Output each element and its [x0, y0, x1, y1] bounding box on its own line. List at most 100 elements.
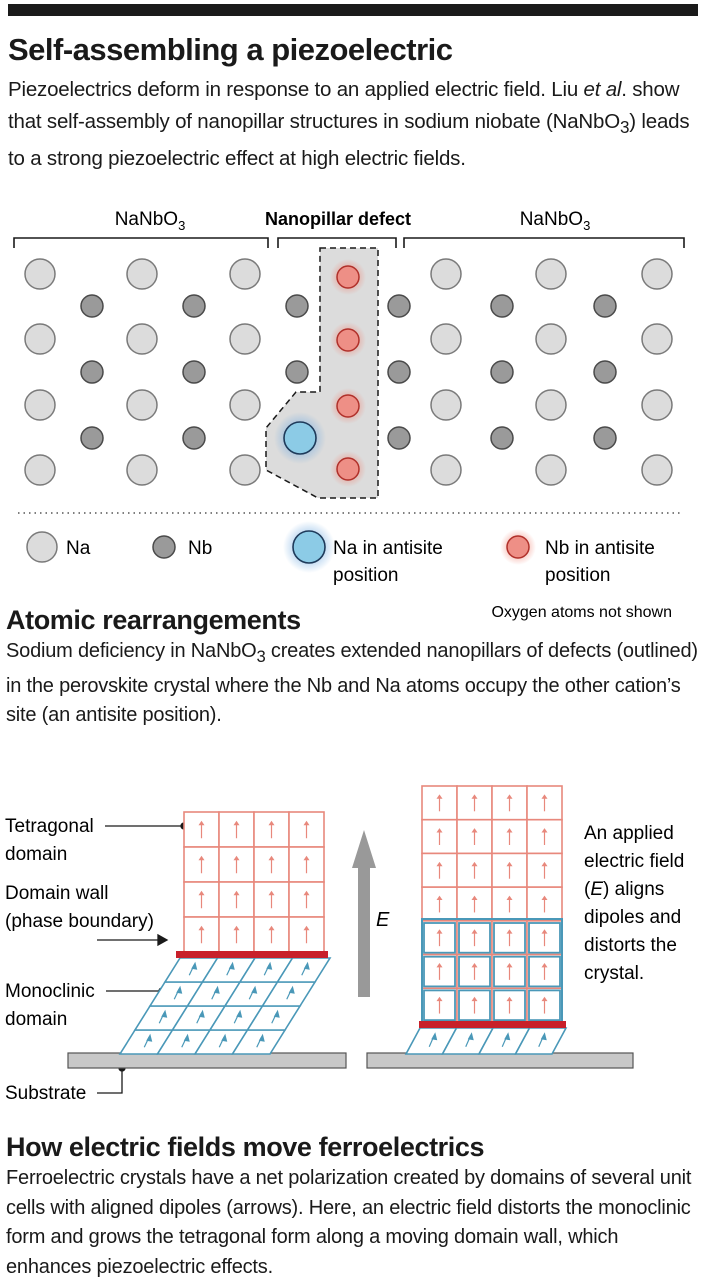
tetragonal-cell: [491, 785, 528, 821]
na-atom: [430, 323, 462, 355]
dipole-arrow-head: [236, 1009, 243, 1018]
field-arrow-icon: [352, 830, 376, 997]
dipole-arrow: [501, 1035, 508, 1047]
nb-antisite-atom: [336, 265, 360, 289]
dipole-arrow-head: [541, 794, 548, 799]
oxygen-note: Oxygen atoms not shown: [491, 604, 672, 621]
tetragonal-cell: [491, 987, 528, 1023]
tetragonal-cell: [526, 920, 563, 956]
tetragonal-cell: [218, 811, 255, 848]
dipole-arrow-head: [436, 895, 443, 900]
middle-bracket: [277, 237, 397, 248]
monoclinic-cell: [163, 957, 219, 983]
dipole-arrow-head: [436, 996, 443, 1002]
dipole-arrow-head: [506, 963, 513, 968]
section-text-fields: Ferroelectric crystals have a net polari…: [6, 1167, 692, 1278]
legend-nb-antisite-swatch: [506, 535, 530, 559]
lattice-diagram: NaNbO3 Nanopillar defect NaNbO3: [13, 209, 685, 621]
legend-na-swatch: [26, 531, 58, 563]
nb-atom: [490, 360, 514, 384]
dipole-arrow: [173, 988, 180, 1000]
tetragonal-cell: [253, 916, 290, 953]
caption-line: An applied: [584, 823, 674, 844]
monoclinic-cell: [231, 1029, 287, 1055]
nb-atom: [387, 426, 411, 450]
nb-atom: [182, 426, 206, 450]
right-region-label: NaNbO3: [520, 209, 591, 233]
monoclinic-cell: [238, 957, 294, 983]
na-atom: [229, 258, 261, 290]
dipole-arrow-head: [303, 890, 310, 896]
dipole-arrow: [465, 1035, 472, 1047]
tetragonal-cell: [183, 881, 220, 918]
dipole-arrow: [188, 964, 195, 976]
aligned-cell-outline: [458, 989, 491, 1022]
legend-na-antisite-label-2: position: [333, 565, 399, 586]
legend-nb-antisite-label-2: position: [545, 565, 611, 586]
dipole-arrow: [271, 1012, 278, 1024]
na-atoms: [24, 258, 673, 486]
nb-atom: [593, 294, 617, 318]
mono-label-2: domain: [5, 1009, 67, 1030]
page-title: Self-assembling a piezoelectric: [8, 32, 453, 67]
top-rule: [8, 4, 698, 16]
right-monoclinic-domain: [421, 918, 563, 1023]
aligned-cell-outline: [528, 922, 561, 954]
tetragonal-cell: [456, 987, 493, 1023]
intro-part: . show that self-assembly of nanopillar …: [8, 78, 680, 133]
nb-antisite-atoms: [330, 259, 366, 487]
nb-atom: [80, 426, 104, 450]
intro-text: Piezoelectrics deform in response to an …: [8, 74, 698, 175]
monoclinic-cell: [261, 981, 317, 1007]
aligned-cell-outline: [423, 989, 456, 1022]
dipole-arrow-head: [268, 820, 275, 826]
dipole-arrow-head: [436, 929, 443, 934]
tetragonal-cell: [421, 920, 458, 956]
na-atom: [430, 454, 462, 486]
dipole-arrow-head: [540, 1032, 547, 1041]
tetragonal-cell: [526, 785, 563, 821]
tetragonal-cell: [218, 881, 255, 918]
legend-na-antisite-swatch: [292, 530, 326, 564]
nb-atom: [387, 360, 411, 384]
leader-lines: [97, 822, 188, 1094]
tetragonal-cell: [288, 916, 325, 953]
dipole-arrow-head: [183, 1033, 190, 1042]
dipole-arrow-head: [233, 820, 240, 826]
na-atom: [535, 454, 567, 486]
dipole-arrow-head: [221, 1033, 228, 1042]
dipole-arrow-head: [303, 961, 310, 970]
caption-line: distorts the: [584, 935, 677, 956]
tetragonal-cell: [456, 852, 493, 888]
dipole-arrow: [256, 1036, 263, 1048]
na-atom: [641, 389, 673, 421]
monoclinic-cell: [276, 957, 332, 983]
dipole-arrow: [218, 1036, 225, 1048]
dipole-arrow-head: [191, 961, 198, 970]
dipole-arrow-head: [198, 925, 205, 931]
dipole-arrow-head: [541, 929, 548, 934]
dipole-arrow-head: [506, 996, 513, 1002]
tetragonal-cell: [218, 916, 255, 953]
dipole-arrow-head: [303, 855, 310, 861]
dipole-arrow: [181, 1036, 188, 1048]
dipole-arrow: [226, 964, 233, 976]
aligned-cell-outline: [423, 955, 456, 988]
dipole-arrow-head: [471, 929, 478, 934]
aligned-cell-outline: [528, 955, 561, 988]
na-atom: [126, 389, 158, 421]
dipole-arrow-head: [266, 961, 273, 970]
tetragonal-cell: [421, 953, 458, 990]
section-heading-fields: How electric fields move ferroelectrics: [6, 1132, 485, 1162]
tetragonal-cell: [183, 811, 220, 848]
tetragonal-cell: [491, 818, 528, 855]
tetragonal-cell: [421, 785, 458, 821]
dipole-arrow: [233, 1012, 240, 1024]
na-antisite-atom: [283, 421, 317, 455]
tetragonal-cell: [526, 953, 563, 990]
dipole-arrow-head: [506, 794, 513, 799]
nb-atom: [182, 360, 206, 384]
na-atom: [126, 323, 158, 355]
left-region-label: NaNbO3: [115, 209, 186, 233]
na-atom: [24, 389, 56, 421]
